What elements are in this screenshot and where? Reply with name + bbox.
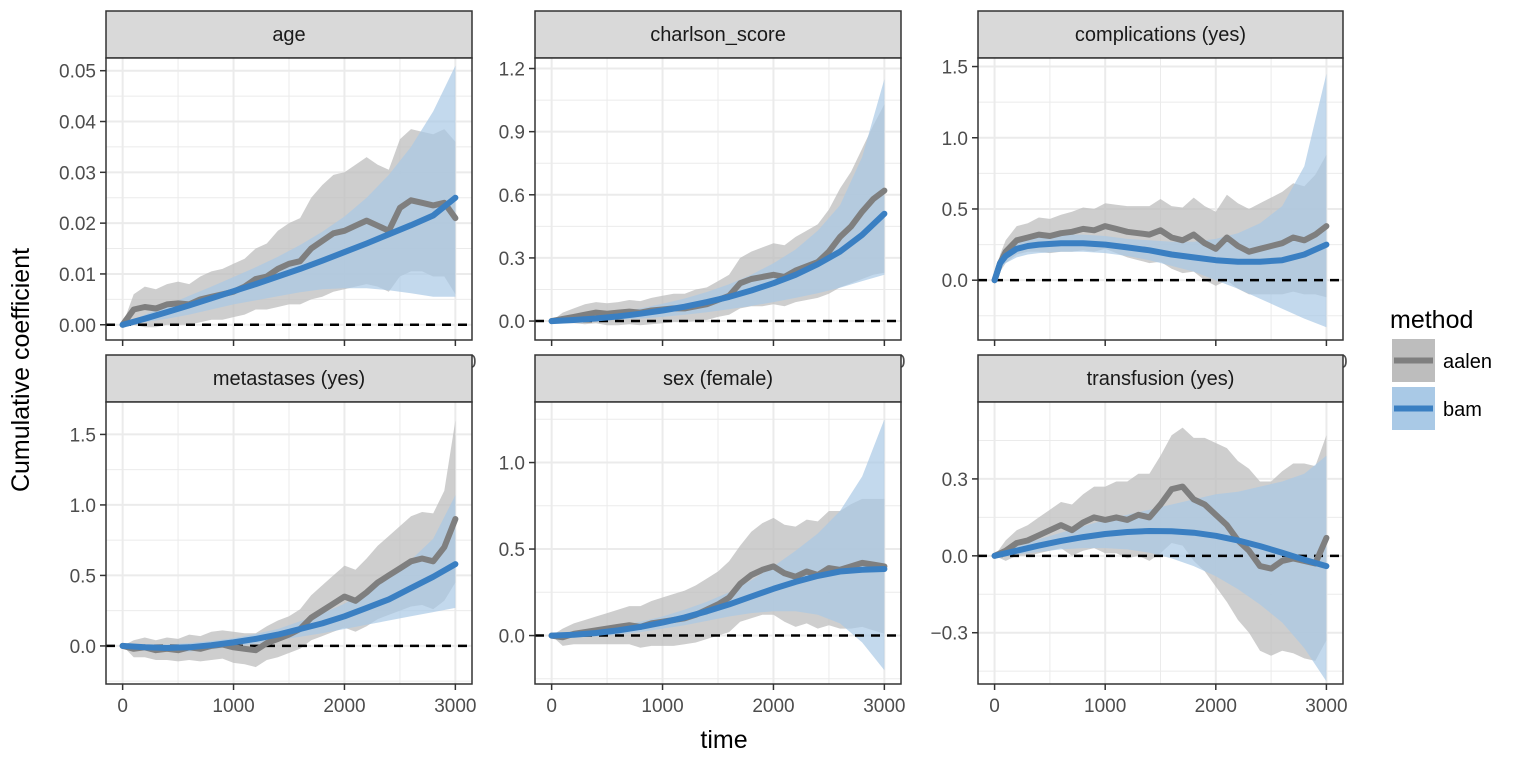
y-tick-label: 0.0 [942,271,968,292]
x-axis-title: time [700,726,747,754]
panel-border-transfusion-yes [977,401,1344,685]
y-tick-label: 1.2 [499,60,525,81]
x-tick-label: 0 [546,696,557,717]
y-tick-label: 0.0 [499,627,525,648]
y-tick-label: 0.03 [59,163,96,184]
legend-item-aalen: aalen [1392,339,1492,382]
panel-border-charlson-score [534,57,902,341]
x-tick-label: 1000 [212,696,254,717]
y-tick-label: 0.5 [70,566,96,587]
panel-transfusion-yes: transfusion (yes) −0.3 0.0 0.3 0 1000 2000 3000 [930,354,1348,717]
line-bam-sex-female [548,566,888,639]
x-tick-label: 2000 [752,696,794,717]
y-tick-label: 1.0 [942,129,968,150]
y-tick-label: −0.3 [930,624,968,645]
panel-sex-female: sex (female) 0.0 0.5 1.0 0 1000 2000 3000 [499,354,906,717]
x-tick-label: 0 [117,696,128,717]
y-tick-label: 0.05 [59,62,96,83]
legend-title: method [1390,306,1473,334]
strip-label-transfusion-yes: transfusion (yes) [1087,368,1235,390]
plot-content-transfusion-yes [978,402,1343,684]
band-bam-sex-female [551,419,885,671]
y-axis-title: Cumulative coefficient [7,248,35,492]
y-tick-label: 0.0 [942,547,968,568]
y-tick-label: 0.0 [70,637,96,658]
x-tick-label: 2000 [1195,696,1237,717]
y-tick-label: 0.3 [942,470,968,491]
line-bam-metastases-yes [119,561,459,651]
y-tick-label: 0.0 [499,312,525,333]
strip-label-metastases-yes: metastases (yes) [213,368,365,390]
y-tick-label: 0.5 [499,540,525,561]
plot-content-charlson-score [535,58,901,340]
line-aalen-sex-female [548,559,888,641]
line-bam-complications-yes [991,240,1330,284]
panel-complications-yes: complications (yes)0.00.51.01.5010002000… [942,10,1348,373]
line-bam-age [119,194,459,328]
panel-border-metastases-yes [105,401,473,685]
plot-content-complications-yes [978,58,1343,340]
y-tick-label: 0.5 [942,200,968,221]
y-tick-label: 1.0 [499,454,525,475]
x-tick-label: 3000 [434,696,476,717]
strip-complications-yes [977,10,1344,59]
y-tick-label: 0.01 [59,265,96,286]
strip-label-charlson-score: charlson_score [650,24,786,46]
y-tick-label: 0.6 [499,186,525,207]
panel-metastases-yes: metastases (yes) 0.0 0.5 1.0 1.5 0 1000 2000 300… [70,354,477,717]
legend-label-bam: bam [1443,399,1482,421]
x-tick-label: 2000 [323,696,365,717]
y-tick-label: 1.5 [70,425,96,446]
strip-metastases-yes [105,354,473,403]
band-bam-metastases-yes [122,495,456,652]
strip-label-complications-yes: complications (yes) [1075,24,1246,46]
y-tick-label: 0.3 [499,249,525,270]
band-bam-transfusion-yes [994,455,1327,682]
line-aalen-complications-yes [991,223,1330,284]
x-tick-label: 3000 [863,696,905,717]
y-tick-label: 0.04 [59,113,96,134]
facet-panels: age0.000.010.020.030.040.050100020003000… [59,10,1348,717]
plot-content-sex-female [535,402,901,684]
panel-border-sex-female [534,401,902,685]
plot-content-metastases-yes [106,402,472,684]
legend-label-aalen: aalen [1443,351,1492,373]
x-tick-label: 0 [989,696,1000,717]
line-bam-charlson-score [548,210,888,325]
y-tick-label: 0.9 [499,123,525,144]
panel-border-complications-yes [977,57,1344,341]
strip-label-sex-female: sex (female) [663,368,773,390]
band-bam-age [122,65,456,325]
panel-charlson-score: charlson_score0.00.30.60.91.201000200030… [499,10,906,373]
y-tick-label: 1.0 [70,496,96,517]
y-tick-label: 0.02 [59,214,96,235]
y-tick-label: 0.00 [59,316,96,337]
legend: method aalen bam [1390,306,1492,430]
plot-content-age [106,58,472,340]
line-aalen-age [119,197,459,328]
x-tick-label: 1000 [641,696,683,717]
y-tick-label: 1.5 [942,58,968,79]
legend-item-bam: bam [1392,387,1482,430]
line-bam-transfusion-yes [991,528,1330,570]
x-tick-label: 1000 [1084,696,1126,717]
line-aalen-transfusion-yes [991,483,1330,572]
x-tick-label: 3000 [1305,696,1347,717]
panel-border-age [105,57,473,341]
strip-age [105,10,473,59]
strip-label-age: age [272,24,305,46]
band-bam-charlson-score [551,79,885,322]
